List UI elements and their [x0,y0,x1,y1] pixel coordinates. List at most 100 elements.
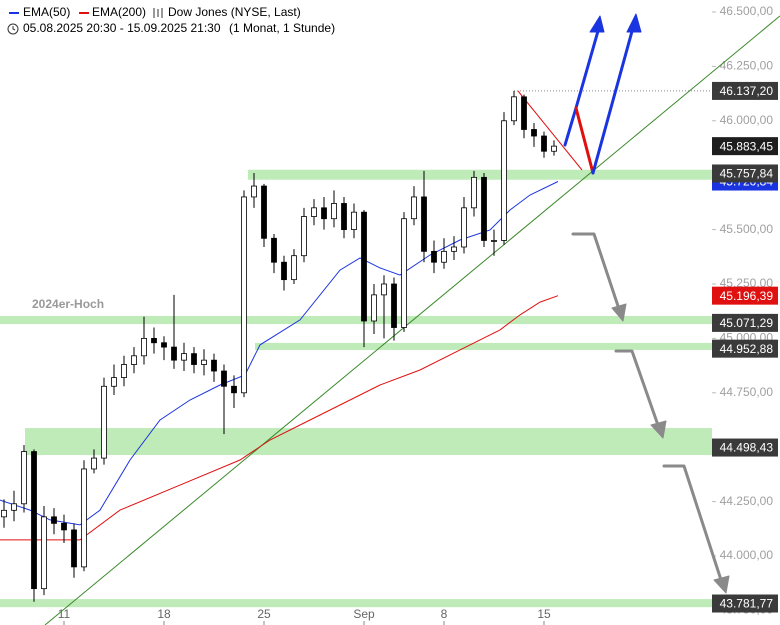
price-box [712,81,778,100]
candle-body [441,250,447,263]
candle-body [101,385,107,459]
price-box [712,137,778,156]
price-box-label: 44.498,43 [720,441,774,455]
support-zone [248,169,712,180]
support-zone [0,599,712,608]
candle-body [131,355,137,365]
candle-body [381,283,387,296]
candle-body [471,176,477,209]
candle-body [331,203,337,220]
line-layer [0,15,780,625]
candle-body [181,353,187,361]
candle-body [391,283,397,328]
price-box-label: 45.883,45 [720,139,774,153]
candle-body [351,211,357,230]
candle-body [91,457,97,470]
candle-body [521,96,527,130]
candle-body [461,207,467,248]
price-box [712,594,778,613]
price-box-label: 45.757,84 [720,167,774,181]
candle-body [191,353,197,365]
candle-body [411,196,417,220]
arrowhead [589,15,605,33]
arrowhead [650,420,667,439]
candle-body [511,96,517,122]
price-box-label: 46.137,20 [720,84,774,98]
y-tick-label: 46.500,00 [720,4,774,18]
candle-body [271,237,277,263]
candle-body [41,516,47,590]
legend-label: EMA(50) [23,5,70,19]
x-tick-label: 8 [441,607,448,621]
candle-body [171,346,177,361]
candle-body [211,359,217,372]
chart-title: Dow Jones (NYSE, Last) [168,5,301,19]
candle-body [291,255,297,281]
candle-body [141,337,147,357]
support-zone [25,428,712,456]
candle-body [301,216,307,257]
arrow-up [591,22,636,175]
price-box-label: 45.196,39 [720,289,774,303]
clock-icon [7,23,19,35]
legend: EMA(50) EMA(200) Dow Jones (NYSE, Last) … [7,5,335,35]
candle-body [21,451,27,505]
arrowhead [626,13,642,33]
price-box-label: 43.781,77 [720,597,774,611]
y-tick-label: 44.250,00 [720,494,774,508]
price-box [712,313,778,332]
y-tick-label: 46.000,00 [720,113,774,127]
arrow-down [662,464,724,585]
candle-body [221,370,227,387]
candle-body [431,250,437,263]
candle-body [401,218,407,328]
candle-body [201,359,207,365]
candle-body [281,261,287,281]
zone-annotation: 2024er-Hoch [32,297,104,311]
price-box [712,438,778,457]
price-box-layer: 45.720,8445.196,3945.757,8445.071,2944.9… [712,81,778,613]
arrowhead [611,303,627,322]
tick-layer: 43.750,0044.000,0044.250,0044.500,0044.7… [58,4,774,625]
candle-body [11,503,17,511]
candle-body [531,129,537,137]
candle-body [51,516,57,524]
candle-body [311,207,317,217]
arrow-segment [574,106,595,175]
candle-body [451,246,457,252]
zone-layer: 2024er-Hoch [0,169,712,608]
y-tick-label: 45.500,00 [720,222,774,236]
candle-body [501,120,507,241]
candle-icon [153,8,163,18]
price-box-label: 44.952,88 [720,342,774,356]
support-zone [0,315,712,325]
candle-body [31,451,37,590]
arrow-up [563,22,602,147]
candle-body [111,377,117,387]
annotation-arrows [563,13,730,594]
candle-body [371,294,377,322]
downtrend-line [517,90,583,171]
candle-body [161,342,167,348]
trendline [44,15,780,625]
candle-body [151,337,157,344]
x-tick-label: 18 [157,607,171,621]
candle-body [361,211,367,322]
candle-body [251,185,257,198]
candle-body [481,176,487,241]
candle-body [1,509,7,518]
candle-body [491,240,497,242]
price-box [712,286,778,305]
support-zone [255,342,712,350]
clock-hand [12,26,16,31]
y-tick-label: 44.000,00 [720,548,774,562]
x-tick-label: 15 [537,607,551,621]
x-tick-label: 25 [257,607,271,621]
candle-body [321,207,327,220]
x-tick-label: 11 [58,607,71,621]
candle-body [61,522,67,531]
candle-body [261,185,267,239]
candle-body [551,145,557,152]
